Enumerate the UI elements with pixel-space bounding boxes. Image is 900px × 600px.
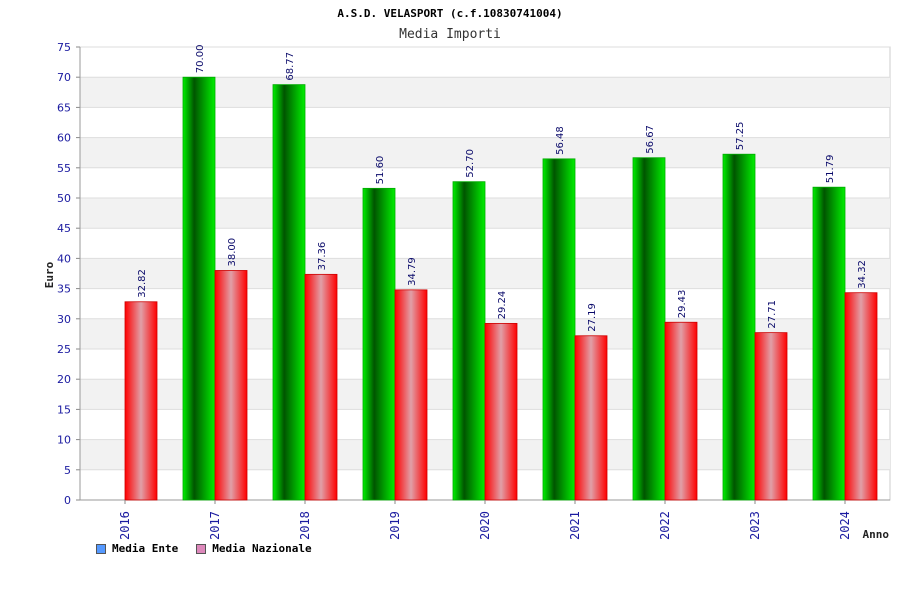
bar-media-nazionale — [844, 292, 878, 501]
legend-label-media-ente: Media Ente — [112, 542, 179, 555]
y-tick-label: 45 — [57, 222, 71, 235]
bar-media-nazionale — [754, 332, 788, 501]
y-tick-label: 10 — [57, 434, 71, 447]
x-tick-label: 2023 — [748, 511, 762, 540]
chart-subtitle: Media Importi — [399, 27, 501, 42]
value-label-media-ente: 68.77 — [285, 52, 296, 81]
y-axis-label: Euro — [43, 261, 56, 288]
x-tick-label: 2017 — [208, 511, 222, 540]
x-tick-label: 2021 — [568, 511, 582, 540]
value-label-media-nazionale: 32.82 — [137, 269, 148, 298]
value-label-media-ente: 56.67 — [645, 125, 656, 154]
value-label-media-ente: 70.00 — [195, 45, 206, 74]
bar-media-ente — [632, 157, 666, 501]
y-tick-label: 20 — [57, 373, 71, 386]
y-tick-label: 55 — [57, 162, 71, 175]
value-label-media-ente: 52.70 — [465, 149, 476, 178]
bar-media-ente — [452, 181, 486, 501]
legend-item-media-ente: Media Ente — [96, 542, 178, 555]
value-label-media-ente: 51.79 — [825, 155, 836, 184]
bar-media-nazionale — [664, 321, 698, 501]
value-label-media-nazionale: 29.43 — [677, 290, 688, 319]
x-tick-label: 2018 — [298, 511, 312, 540]
bar-media-ente — [542, 158, 576, 501]
x-tick-label: 2020 — [478, 511, 492, 540]
y-tick-label: 15 — [57, 403, 71, 416]
bar-media-ente — [272, 84, 306, 501]
chart-title: A.S.D. VELASPORT (c.f.10830741004) — [337, 7, 562, 20]
legend-swatch-media-nazionale — [196, 543, 207, 554]
y-tick-label: 0 — [64, 494, 71, 507]
y-tick-label: 70 — [57, 71, 71, 84]
legend-item-media-nazionale: Media Nazionale — [196, 542, 312, 555]
value-label-media-nazionale: 27.19 — [587, 303, 598, 332]
value-label-media-ente: 57.25 — [735, 122, 746, 151]
value-label-media-nazionale: 29.24 — [497, 291, 508, 320]
x-tick-label: 2016 — [118, 511, 132, 540]
bar-media-nazionale — [394, 289, 428, 501]
bar-media-nazionale — [304, 273, 338, 501]
y-tick-label: 50 — [57, 192, 71, 205]
y-tick-label: 25 — [57, 343, 71, 356]
bar-media-nazionale — [574, 335, 608, 501]
bar-media-nazionale — [484, 322, 518, 501]
legend-swatch-media-ente — [96, 543, 106, 554]
x-tick-label: 2019 — [388, 511, 402, 540]
x-axis-label: Anno — [863, 528, 890, 541]
bar-media-ente — [812, 186, 846, 501]
bar-media-nazionale — [124, 301, 158, 501]
value-label-media-nazionale: 38.00 — [227, 238, 238, 267]
x-axis-ticks: 2016 2017 2018 2019 2020 2021 2022 2023 2024 — [118, 500, 852, 540]
y-tick-label: 60 — [57, 132, 71, 145]
bar-media-ente — [722, 153, 756, 501]
y-tick-label: 35 — [57, 283, 71, 296]
y-tick-label: 40 — [57, 252, 71, 265]
value-label-media-ente: 56.48 — [555, 126, 566, 155]
value-label-media-nazionale: 34.32 — [857, 260, 868, 289]
y-tick-label: 65 — [57, 101, 71, 114]
bar-media-ente — [362, 187, 396, 501]
value-label-media-nazionale: 27.71 — [767, 300, 778, 329]
legend: Media Ente Media Nazionale — [96, 542, 312, 555]
bar-media-nazionale — [214, 270, 248, 501]
bars — [124, 76, 878, 501]
value-label-media-ente: 51.60 — [375, 156, 386, 185]
legend-label-media-nazionale: Media Nazionale — [212, 542, 312, 555]
value-labels: 32.82 70.00 38.00 68.77 37.36 51.60 34.79 52.70… — [137, 45, 868, 332]
value-label-media-nazionale: 34.79 — [407, 257, 418, 286]
x-tick-label: 2022 — [658, 511, 672, 540]
y-tick-label: 5 — [64, 464, 71, 477]
value-label-media-nazionale: 37.36 — [317, 242, 328, 271]
y-tick-label: 75 — [57, 41, 71, 54]
x-tick-label: 2024 — [838, 511, 852, 540]
y-tick-label: 30 — [57, 313, 71, 326]
bar-media-ente — [182, 76, 216, 501]
